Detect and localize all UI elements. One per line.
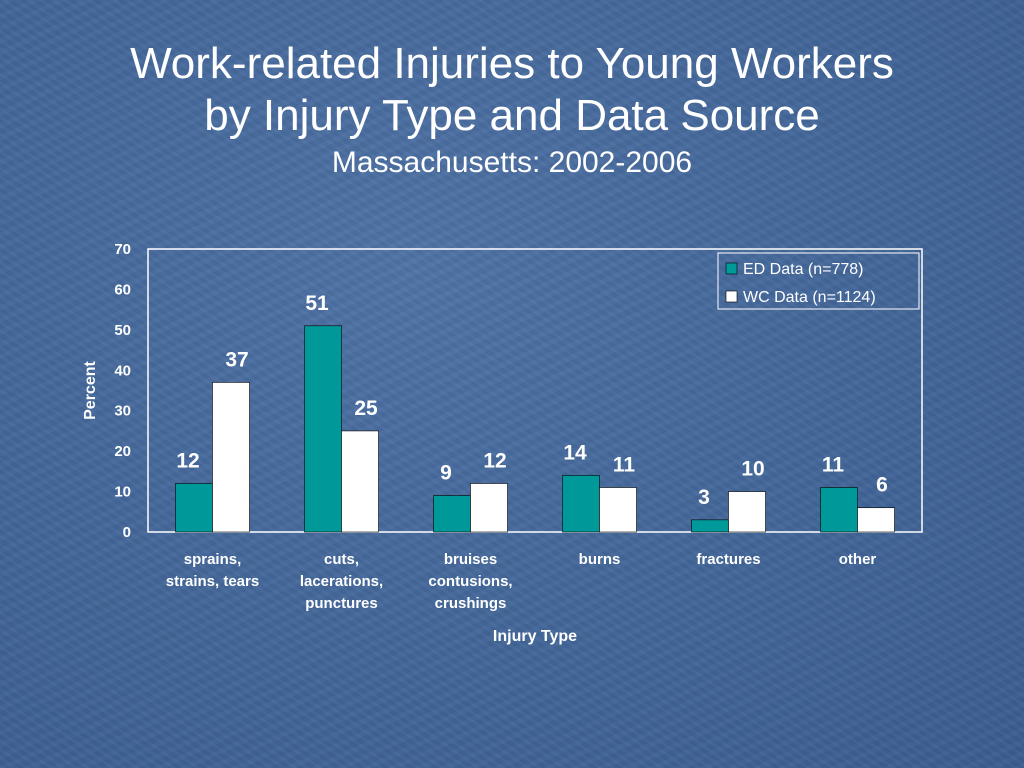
bar-ed-data — [562, 475, 600, 533]
legend-swatch-ed — [725, 262, 738, 275]
slide-title-line-2: by Injury Type and Data Source — [204, 91, 820, 140]
data-label-wc: 12 — [483, 449, 506, 472]
y-tick-label: 0 — [123, 524, 131, 541]
y-tick-label: 40 — [114, 362, 131, 379]
x-category-label: fractures — [696, 551, 760, 568]
data-label-ed: 11 — [822, 454, 845, 477]
y-tick-label: 20 — [114, 443, 131, 460]
bar-wc-data — [212, 382, 250, 533]
data-label-wc: 25 — [354, 397, 378, 420]
x-category-label: crushings — [435, 595, 507, 612]
data-label-wc: 10 — [741, 458, 764, 481]
data-label-wc: 37 — [225, 348, 248, 371]
y-tick-label: 60 — [114, 281, 131, 298]
y-tick-label: 70 — [114, 241, 131, 258]
legend-label-wc: WC Data (n=1124) — [743, 289, 876, 306]
data-label-ed: 51 — [305, 292, 329, 315]
bar-wc-data — [341, 430, 379, 533]
plot-area — [147, 248, 923, 533]
data-label-ed: 3 — [698, 486, 710, 509]
x-category-label: cuts, — [324, 551, 359, 568]
legend-swatch-wc — [725, 290, 738, 303]
bar-ed-data — [175, 483, 213, 533]
x-category-label: other — [839, 551, 877, 568]
x-category-label: strains, tears — [166, 573, 259, 590]
x-category-label: bruises — [444, 551, 497, 568]
y-tick-label: 10 — [114, 484, 131, 501]
y-axis-title: Percent — [82, 360, 99, 419]
slide-title-line-1: Work-related Injuries to Young Workers — [130, 39, 894, 88]
x-category-label: burns — [579, 551, 621, 568]
legend-label-ed: ED Data (n=778) — [743, 261, 864, 278]
legend-box — [717, 252, 920, 310]
x-category-label: contusions, — [428, 573, 512, 590]
x-category-label: lacerations, — [300, 573, 383, 590]
data-label-ed: 9 — [440, 462, 452, 485]
slide-subtitle: Massachusetts: 2002-2006 — [331, 146, 693, 179]
bar-ed-data — [691, 519, 729, 533]
data-label-wc: 6 — [876, 474, 888, 497]
data-label-ed: 14 — [563, 441, 587, 464]
x-category-label: sprains, — [184, 551, 242, 568]
bar-wc-data — [599, 487, 637, 533]
data-label-wc: 11 — [613, 454, 636, 477]
bar-wc-data — [728, 491, 766, 533]
bar-wc-data — [470, 483, 508, 533]
bar-wc-data — [857, 507, 895, 533]
x-category-label: punctures — [305, 595, 378, 612]
bar-ed-data — [820, 487, 858, 533]
bar-ed-data — [433, 495, 471, 533]
bar-ed-data — [304, 325, 342, 533]
y-tick-label: 30 — [114, 403, 131, 420]
slide-title-block: Work-related Injuries to Young Workers b… — [0, 38, 1024, 184]
x-axis-title: Injury Type — [493, 628, 577, 645]
data-label-ed: 12 — [176, 449, 199, 472]
y-tick-label: 50 — [114, 322, 131, 339]
